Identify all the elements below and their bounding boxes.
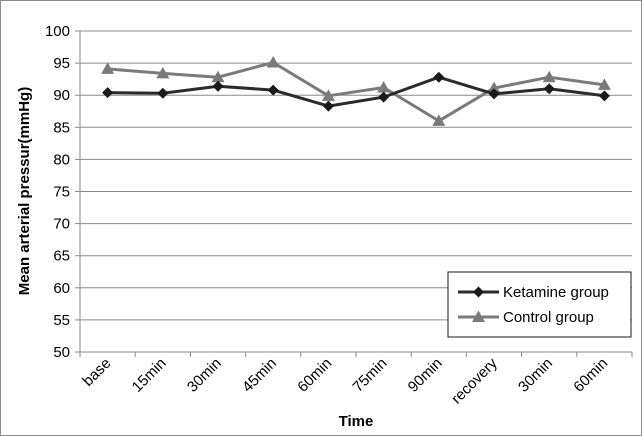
legend-label: Control group <box>503 309 594 326</box>
data-point-triangle <box>211 70 225 83</box>
x-tick-label: 90min <box>405 355 446 396</box>
y-tick-label: 80 <box>53 151 70 168</box>
legend-entry-control: Control group <box>458 309 594 326</box>
data-point-triangle <box>377 80 391 93</box>
data-point-triangle <box>542 70 556 83</box>
data-point-diamond <box>322 100 334 112</box>
x-tick-labels: base 15min 30min 45min 60min 75min 90min recove… <box>79 354 611 407</box>
legend-box <box>447 271 632 338</box>
data-point-triangle <box>321 89 335 101</box>
y-tick-label: 85 <box>53 119 70 136</box>
x-tick-label: recovery <box>448 354 501 407</box>
x-tick-label: 30min <box>515 355 556 396</box>
data-point-diamond <box>488 88 500 100</box>
y-axis-title: Mean arterial pressur(mmHg) <box>16 87 33 295</box>
grid-lines <box>80 30 632 321</box>
x-axis-title: Time <box>339 413 374 430</box>
y-tick-label: 95 <box>53 55 70 72</box>
x-tick-label: base <box>79 355 114 390</box>
x-tick-label: 60min <box>570 355 611 396</box>
y-tick-label: 65 <box>53 248 70 265</box>
y-tick-labels: 50 55 60 65 70 75 80 85 90 95 100 <box>45 23 70 361</box>
legend-swatch-marker <box>472 310 485 322</box>
series-lines <box>101 55 611 126</box>
series-line <box>107 75 605 108</box>
legend-swatch-marker <box>473 286 484 298</box>
data-point-diamond <box>378 91 390 103</box>
data-point-triangle <box>266 55 280 68</box>
data-point-triangle <box>432 114 446 126</box>
x-tick-label: 75min <box>350 355 391 396</box>
y-tick-label: 100 <box>45 23 70 40</box>
x-tick-label: 15min <box>129 355 170 396</box>
data-point-diamond <box>267 84 279 96</box>
y-tick-label: 70 <box>53 216 70 233</box>
legend-label: Ketamine group <box>503 284 609 301</box>
x-tick-label: 30min <box>184 355 225 396</box>
data-point-triangle <box>101 62 115 74</box>
data-point-diamond <box>102 87 114 99</box>
series-ketamine <box>102 71 610 112</box>
data-point-triangle <box>597 78 611 90</box>
data-point-diamond <box>598 90 610 102</box>
axes <box>75 30 633 357</box>
data-point-diamond <box>212 80 224 92</box>
series-line <box>107 61 605 123</box>
x-tick-label: 60min <box>294 355 335 396</box>
legend: Ketamine group Control group <box>447 271 632 338</box>
series-control <box>101 55 611 126</box>
data-point-diamond <box>157 87 169 99</box>
y-tick-label: 75 <box>53 184 70 201</box>
data-point-triangle <box>487 81 501 94</box>
data-point-diamond <box>433 71 445 83</box>
y-tick-label: 55 <box>53 312 70 329</box>
y-tick-label: 60 <box>53 280 70 297</box>
data-point-triangle <box>156 66 170 79</box>
legend-entry-ketamine: Ketamine group <box>458 284 609 301</box>
data-point-diamond <box>543 83 555 95</box>
y-tick-label: 50 <box>53 344 70 361</box>
x-tick-label: 45min <box>239 355 280 396</box>
y-tick-label: 90 <box>53 87 70 104</box>
